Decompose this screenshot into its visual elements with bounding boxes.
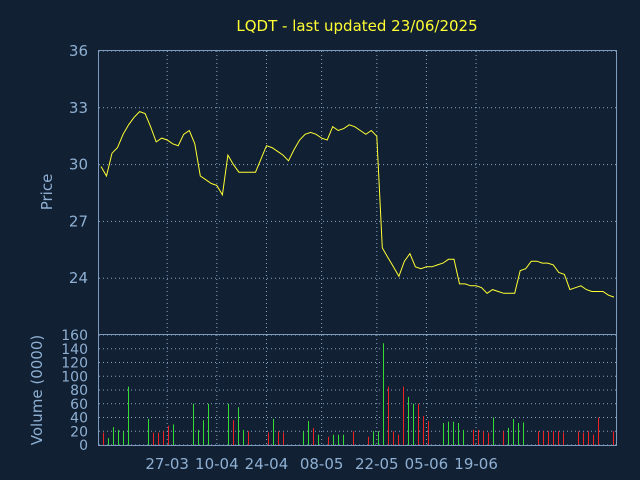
volume-y-tick-label: 40 [70, 411, 88, 427]
x-tick-label: 27-03 [145, 455, 189, 473]
volume-axis-label: Volume (0000) [28, 335, 46, 445]
price-y-tick-label: 30 [69, 156, 88, 174]
price-axis-label: Price [38, 174, 56, 211]
x-tick-label: 22-05 [355, 455, 399, 473]
volume-grid [99, 334, 616, 446]
price-grid [99, 50, 616, 336]
price-series-line [100, 111, 615, 298]
volume-plot-frame [98, 334, 617, 446]
x-tick-label: 24-04 [245, 455, 289, 473]
price-y-tick-label: 33 [69, 99, 88, 117]
price-y-tick-label: 24 [69, 269, 88, 287]
price-y-tick-label: 27 [69, 212, 88, 230]
price-y-tick-labels: 24 27 30 33 36 [69, 42, 88, 287]
x-tick-label: 08-05 [300, 455, 344, 473]
volume-y-tick-label: 20 [70, 424, 88, 440]
chart-title: LQDT - last updated 23/06/2025 [236, 17, 477, 35]
volume-y-tick-label: 140 [61, 342, 88, 358]
volume-y-tick-label: 0 [79, 438, 88, 454]
volume-y-tick-label: 160 [61, 328, 88, 344]
price-panel: 24 27 30 33 36 Price [38, 42, 617, 336]
x-tick-label: 19-06 [454, 455, 498, 473]
volume-y-tick-label: 80 [70, 383, 88, 399]
price-y-tick-label: 36 [69, 42, 88, 60]
price-plot-frame [98, 50, 617, 335]
x-tick-label: 05-06 [405, 455, 449, 473]
volume-y-tick-label: 100 [61, 369, 88, 385]
volume-y-tick-label: 60 [70, 397, 88, 413]
volume-y-tick-label: 120 [61, 356, 88, 372]
x-tick-labels: 27-03 10-04 24-04 08-05 22-05 05-06 19-06 [145, 455, 497, 473]
x-tick-label: 10-04 [195, 455, 239, 473]
volume-bars [103, 343, 614, 445]
